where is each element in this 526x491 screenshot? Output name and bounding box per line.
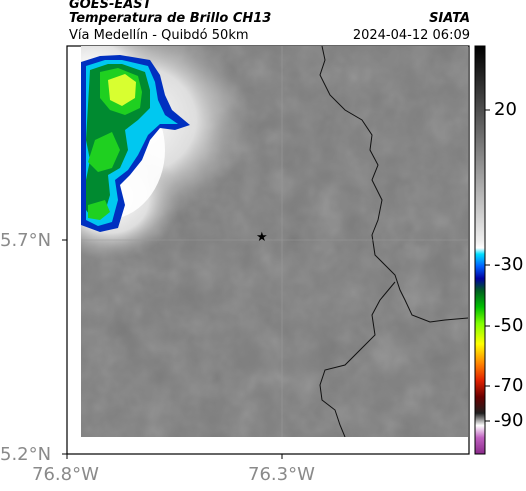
imagery-layer — [81, 46, 468, 437]
timestamp: 2024-04-12 06:09 — [352, 28, 470, 43]
lat-tick-label: 5.7°N — [0, 230, 52, 251]
product-title: Temperatura de Brillo CH13 — [69, 11, 272, 26]
cold-cloud-yellow — [108, 74, 136, 106]
border-line — [319, 46, 468, 323]
cold-cloud-green — [88, 68, 142, 220]
lon-tick-label: 76.3°W — [248, 464, 315, 485]
colorbar-tick-label: -70 — [494, 375, 524, 396]
route-center-marker: ★ — [256, 230, 268, 245]
colorbar-tick-label: 20 — [494, 99, 517, 120]
route-subtitle: Vía Medellín - Quibdó 50km — [69, 28, 249, 43]
colorbar-strip — [474, 45, 486, 455]
org-label: SIATA — [429, 11, 470, 26]
river-line — [319, 281, 396, 437]
lat-tick-label: 5.2°N — [0, 444, 52, 465]
satellite-title: GOES-EAST — [69, 0, 152, 12]
colorbar-tick-label: -90 — [494, 410, 524, 431]
lon-tick-label: 76.8°W — [32, 464, 99, 485]
colorbar-tick-label: -30 — [494, 254, 524, 275]
colorbar-tick-label: -50 — [494, 315, 524, 336]
